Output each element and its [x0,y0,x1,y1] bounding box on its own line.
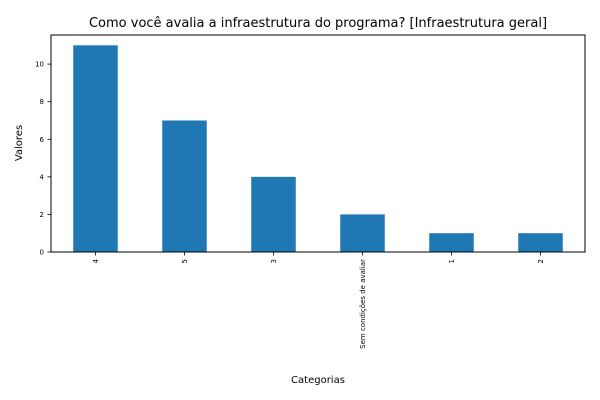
bars [73,45,563,253]
x-tick-label-5: 2 [537,259,545,263]
y-axis-label: Valores [14,125,25,161]
y-axis-ticks: 0 2 4 6 8 10 [35,61,51,257]
x-tick-label-2: 3 [270,259,278,263]
y-tick-label-0: 0 [40,249,44,257]
chart-title: Como você avalia a infraestrutura do pro… [89,16,547,31]
bar-5 [518,233,563,252]
x-tick-label-1: 5 [181,259,189,263]
plot-frame [50,34,586,253]
bar-1 [162,120,207,252]
x-tick-label-3: Sem condições de avaliar [359,259,367,349]
y-tick-label-1: 2 [40,211,44,219]
y-tick-label-5: 10 [35,61,44,69]
y-tick-label-4: 8 [40,98,44,106]
bar-0 [73,45,118,253]
y-tick-label-3: 6 [40,136,45,144]
x-tick-label-0: 4 [92,258,100,263]
x-axis-ticks: 4 5 3 Sem condições de avaliar 1 2 [92,252,545,349]
bar-4 [429,233,474,252]
x-axis-label: Categorias [291,375,345,386]
x-tick-label-4: 1 [448,259,456,263]
y-tick-label-2: 4 [40,173,45,181]
bar-2 [251,176,296,252]
bar-3 [340,214,385,252]
